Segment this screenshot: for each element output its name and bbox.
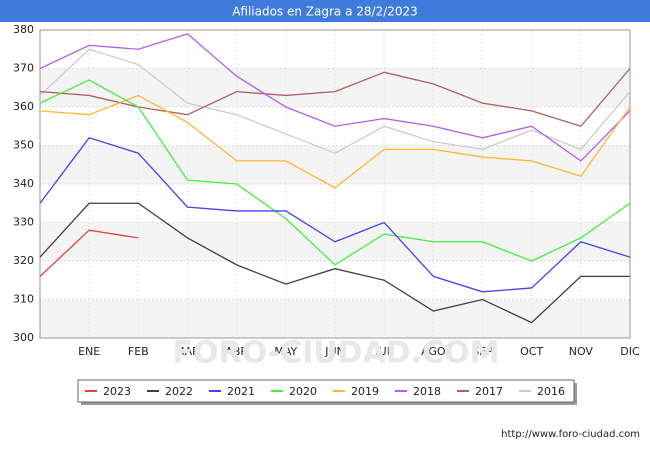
legend-label: 2022 (165, 385, 193, 398)
y-tick-label: 370 (13, 62, 34, 75)
source: http://www.foro-ciudad.com (501, 429, 640, 440)
legend-label: 2016 (537, 385, 565, 398)
legend-label: 2017 (475, 385, 503, 398)
y-tick-label: 310 (13, 293, 34, 306)
line-series (39, 137, 631, 293)
x-tick-label: OCT (520, 345, 543, 358)
line-series (39, 48, 631, 154)
line-series (39, 94, 631, 189)
x-tick-label: DIC (620, 345, 640, 358)
watermark: FORO-CIUDAD.COM (173, 336, 500, 371)
x-tick-label: MAR (175, 345, 200, 358)
y-tick-label: 320 (13, 254, 34, 267)
x-tick-label: ENE (78, 345, 100, 358)
y-tick-label: 360 (13, 100, 34, 113)
title-bar (0, 0, 650, 22)
x-tick-label: MAY (274, 345, 297, 358)
legend-label: 2020 (289, 385, 317, 398)
x-tick-label: ABR (225, 345, 248, 358)
line-series (39, 33, 631, 162)
chart-title: Afiliados en Zagra a 28/2/2023 (232, 5, 418, 19)
line-series (39, 202, 630, 324)
y-tick-label: 380 (13, 23, 34, 36)
x-tick-label: AGO (421, 345, 446, 358)
x-tick-label: FEB (128, 345, 149, 358)
x-tick-label: JUN (324, 345, 345, 358)
legend-label: 2021 (227, 385, 255, 398)
line-series (39, 229, 139, 277)
y-tick-label: 330 (13, 216, 34, 229)
plot-border (39, 29, 631, 339)
x-tick-label: NOV (569, 345, 594, 358)
legend-label: 2023 (103, 385, 131, 398)
x-tick-label: SEP (472, 345, 493, 358)
y-tick-label: 300 (13, 331, 34, 344)
legend-label: 2018 (413, 385, 441, 398)
line-series (39, 79, 631, 266)
legend-box (77, 379, 575, 403)
legend-label: 2019 (351, 385, 379, 398)
x-tick-label: JUL (374, 345, 393, 358)
y-tick-label: 340 (13, 177, 34, 190)
y-tick-label: 350 (13, 139, 34, 152)
